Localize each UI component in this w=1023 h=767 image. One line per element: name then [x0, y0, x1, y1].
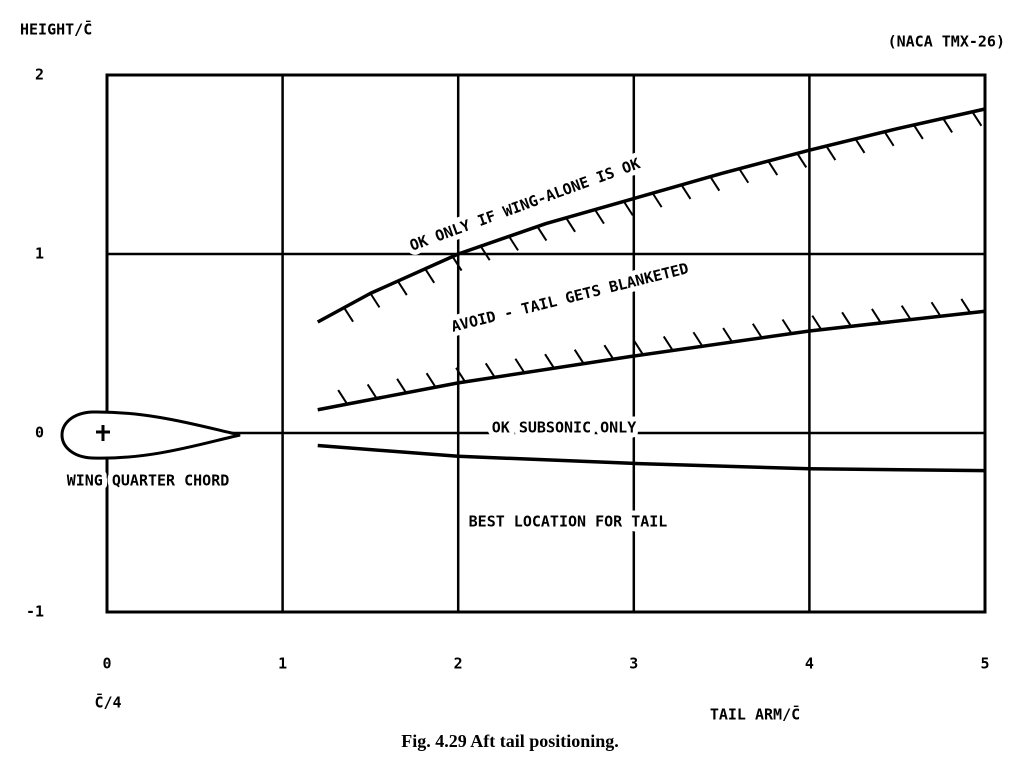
hatch: [479, 245, 491, 261]
plot-frame: [105, 73, 987, 614]
hatch: [366, 383, 378, 400]
hatch: [425, 372, 437, 388]
hatch: [508, 235, 519, 251]
hatch: [680, 184, 692, 200]
hatch: [738, 168, 750, 184]
hatch: [722, 327, 733, 343]
quarter-chord-mark: [96, 425, 110, 441]
curve: [316, 107, 986, 324]
hatch: [603, 344, 615, 360]
hatch: [622, 200, 634, 216]
annotation: WING QUARTER CHORD: [67, 472, 230, 490]
hatch: [573, 349, 585, 365]
curve: [317, 443, 986, 473]
hatch: [709, 176, 721, 192]
hatch: [900, 305, 912, 321]
hatch: [912, 124, 924, 140]
x-tick-label: 2: [454, 655, 463, 673]
hatch: [942, 117, 953, 133]
hatch: [781, 318, 793, 335]
hatch: [396, 280, 408, 296]
hatch: [651, 192, 663, 208]
x-tick-label: 4: [805, 655, 814, 673]
hatch: [565, 217, 576, 233]
hatch: [594, 209, 605, 225]
hatch: [451, 255, 463, 272]
caption: Fig. 4.29 Aft tail positioning.: [401, 731, 619, 751]
curves: [316, 107, 986, 473]
hatch: [424, 268, 436, 284]
x-sublabel: C̄/4: [94, 692, 121, 712]
hatch: [960, 298, 972, 314]
hatch: [369, 292, 381, 308]
x-tick-label: 3: [629, 655, 638, 673]
annotation: AVOID - TAIL GETS BLANKETED: [449, 259, 690, 335]
annotation: BEST LOCATION FOR TAIL: [469, 513, 668, 531]
hatch: [767, 160, 779, 176]
hatch: [662, 335, 674, 352]
hatch: [825, 145, 837, 161]
x-tick-label: 1: [278, 655, 287, 673]
x-tick-label: 0: [102, 655, 111, 673]
y-tick-label: 0: [35, 424, 44, 442]
hatch: [796, 152, 808, 168]
hatch: [337, 389, 349, 405]
hatch: [854, 138, 866, 154]
curve: [317, 309, 986, 412]
source-label: (NACA TMX-26): [888, 33, 1005, 51]
hatch: [871, 308, 882, 324]
hatch: [883, 131, 895, 147]
y-axis-label: HEIGHT/C̄: [20, 19, 92, 39]
hatch: [751, 323, 763, 339]
x-tick-label: 5: [980, 655, 989, 673]
hatch: [343, 307, 354, 323]
hatch: [396, 378, 407, 394]
annotation: OK SUBSONIC ONLY: [492, 419, 637, 437]
x-axis-label: TAIL ARM/C̄: [710, 704, 800, 724]
hatch: [484, 362, 496, 378]
hatch: [930, 301, 942, 317]
hatch: [692, 331, 704, 347]
hatch: [536, 226, 548, 242]
hatch: [455, 367, 466, 383]
hatch: [841, 311, 852, 327]
y-tick-label: 1: [35, 245, 44, 263]
grid: [105, 73, 987, 614]
hatch: [811, 315, 823, 331]
airfoil: [60, 410, 241, 460]
hatch: [633, 340, 644, 356]
hatch: [971, 111, 983, 127]
y-tick-label: -1: [26, 603, 44, 621]
hatch: [544, 353, 555, 369]
y-tick-label: 2: [35, 66, 44, 84]
hatch: [514, 358, 526, 374]
